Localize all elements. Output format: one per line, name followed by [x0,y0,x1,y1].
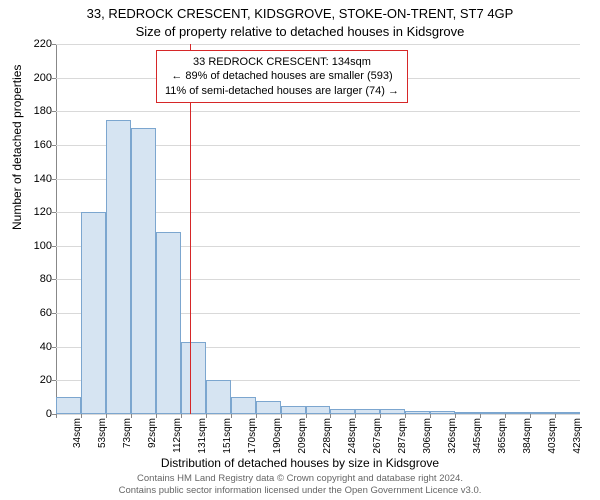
y-tick-label: 160 [22,139,52,151]
histogram-bar [405,411,430,414]
histogram-bar [555,412,580,414]
x-tick-label: 306sqm [422,418,433,458]
histogram-bar [306,406,331,414]
y-tick-label: 80 [22,273,52,285]
x-axis-label: Distribution of detached houses by size … [0,456,600,470]
annotation-box: 33 REDROCK CRESCENT: 134sqm← 89% of deta… [156,50,408,103]
y-tick [52,380,56,381]
x-tick-label: 384sqm [522,418,533,458]
x-tick [56,414,57,418]
x-tick-label: 228sqm [322,418,333,458]
histogram-bar [206,380,231,414]
histogram-bar [181,342,206,414]
x-tick-label: 34sqm [72,418,83,458]
histogram-bar [106,120,131,414]
x-tick-label: 248sqm [347,418,358,458]
y-tick-label: 100 [22,240,52,252]
footer-attribution: Contains HM Land Registry data © Crown c… [0,473,600,496]
footer-line2: Contains public sector information licen… [0,485,600,496]
x-tick-label: 209sqm [297,418,308,458]
y-tick [52,212,56,213]
annotation-line: 11% of semi-detached houses are larger (… [165,84,399,98]
title-sub: Size of property relative to detached ho… [0,24,600,39]
x-tick-label: 151sqm [222,418,233,458]
y-tick-label: 200 [22,72,52,84]
x-tick-label: 326sqm [447,418,458,458]
y-tick [52,145,56,146]
x-tick-label: 170sqm [247,418,258,458]
histogram-bar [480,412,505,414]
histogram-bar [256,401,281,414]
annotation-line: 33 REDROCK CRESCENT: 134sqm [165,55,399,69]
y-tick [52,179,56,180]
annotation-line: ← 89% of detached houses are smaller (59… [165,69,399,83]
x-tick-label: 112sqm [172,418,183,458]
x-tick-label: 403sqm [547,418,558,458]
x-tick-label: 345sqm [472,418,483,458]
x-tick-label: 92sqm [147,418,158,458]
plot-area: 33 REDROCK CRESCENT: 134sqm← 89% of deta… [56,44,580,414]
y-tick-label: 20 [22,374,52,386]
x-tick-label: 287sqm [397,418,408,458]
x-tick-label: 267sqm [372,418,383,458]
grid-line [56,414,580,415]
y-tick-label: 40 [22,341,52,353]
x-tick-label: 423sqm [572,418,583,458]
histogram-bar [505,412,530,414]
x-tick-label: 73sqm [122,418,133,458]
histogram-bar [81,212,106,414]
y-tick [52,111,56,112]
y-tick-label: 180 [22,105,52,117]
y-tick [52,246,56,247]
y-tick-label: 140 [22,173,52,185]
y-tick [52,44,56,45]
y-tick [52,78,56,79]
y-axis-line [56,44,57,414]
histogram-bar [156,232,181,414]
y-tick [52,279,56,280]
histogram-bar [530,412,555,414]
histogram-bar [355,409,380,414]
x-tick-label: 53sqm [97,418,108,458]
grid-line [56,111,580,112]
x-tick-label: 365sqm [497,418,508,458]
histogram-bar [430,411,455,414]
histogram-bar [281,406,306,414]
histogram-bar [455,412,480,414]
y-tick-label: 0 [22,408,52,420]
grid-line [56,44,580,45]
y-tick-label: 60 [22,307,52,319]
y-tick [52,347,56,348]
histogram-bar [231,397,256,414]
histogram-bar [380,409,405,414]
histogram-bar [56,397,81,414]
title-main: 33, REDROCK CRESCENT, KIDSGROVE, STOKE-O… [0,6,600,21]
x-tick-label: 190sqm [272,418,283,458]
histogram-bar [330,409,355,414]
histogram-bar [131,128,156,414]
y-tick [52,313,56,314]
x-tick-label: 131sqm [197,418,208,458]
y-tick-label: 120 [22,206,52,218]
footer-line1: Contains HM Land Registry data © Crown c… [0,473,600,484]
y-tick-label: 220 [22,38,52,50]
